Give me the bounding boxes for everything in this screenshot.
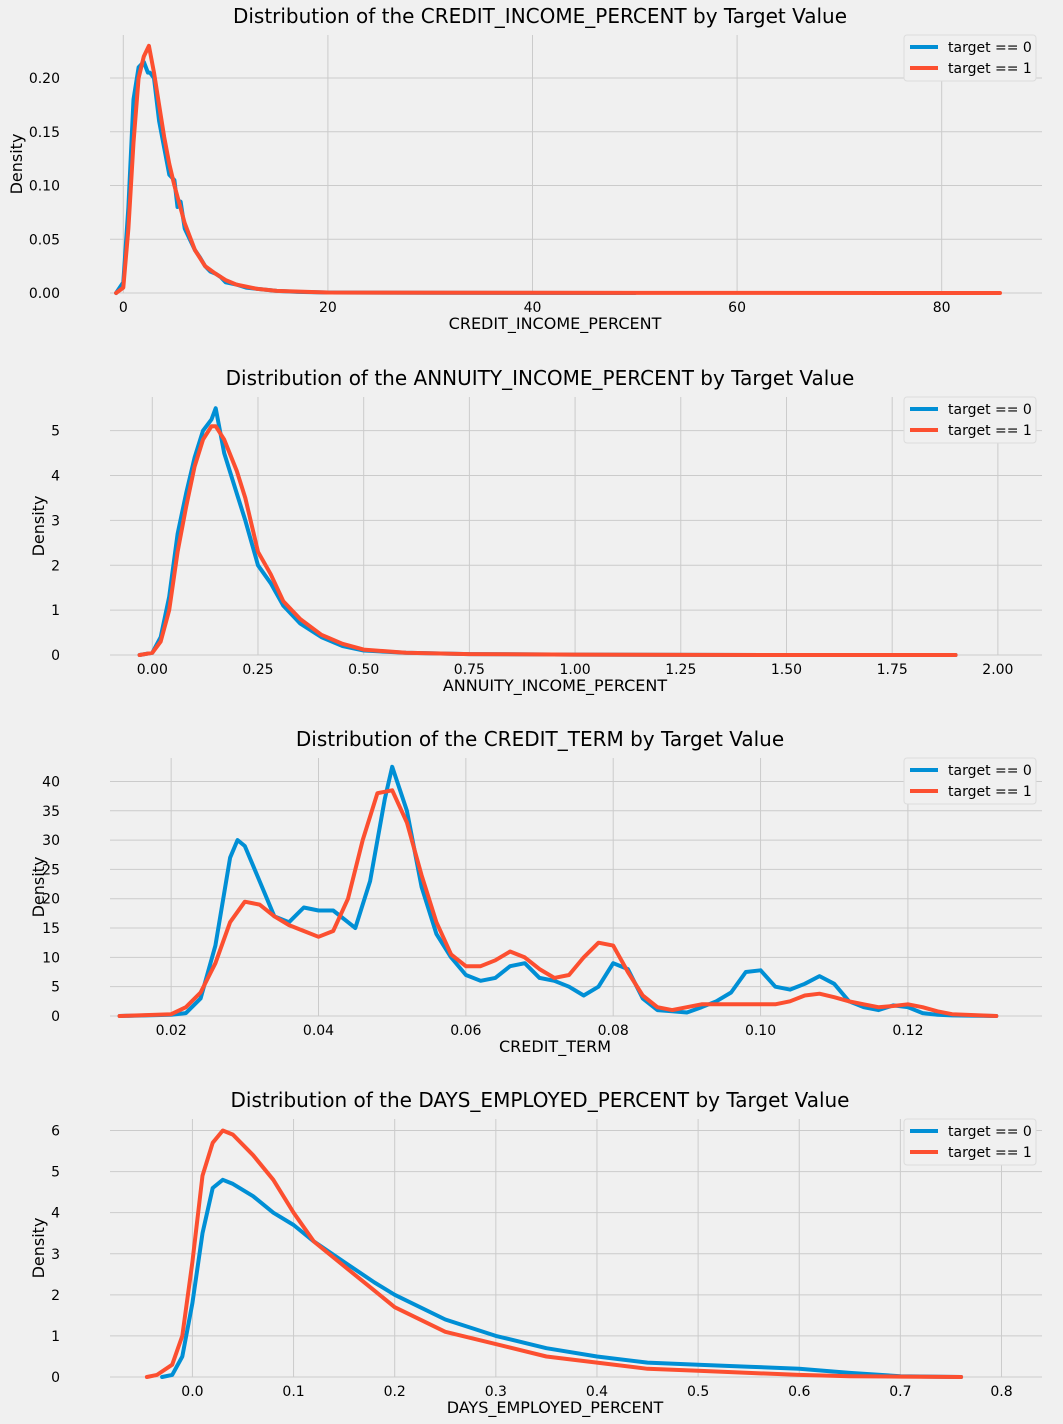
series-line-target-1 bbox=[144, 1128, 964, 1379]
x-tick-label: 0.06 bbox=[450, 1023, 481, 1039]
y-axis-label: Density bbox=[29, 857, 48, 918]
y-tick-label: 10 bbox=[42, 950, 60, 966]
y-tick-label: 0.10 bbox=[29, 179, 60, 195]
x-tick-label: 0.0 bbox=[181, 1384, 203, 1400]
legend-label-target-1: target == 1 bbox=[948, 61, 1032, 77]
chart-panel-2: 0.00 0.25 0.50 0.75 1.00 1.25 1.50 1.75 2.00 0 1 2 3… bbox=[29, 366, 1042, 696]
y-tick-label: 0.00 bbox=[29, 286, 60, 302]
chart-title: Distribution of the CREDIT_INCOME_PERCEN… bbox=[233, 4, 847, 28]
x-tick-label: 0.6 bbox=[788, 1384, 810, 1400]
y-tick-label: 0.05 bbox=[29, 232, 60, 248]
x-axis-label: CREDIT_INCOME_PERCENT bbox=[449, 314, 662, 334]
y-tick-label: 1 bbox=[51, 1329, 60, 1345]
y-tick-label: 0 bbox=[51, 1370, 60, 1386]
x-tick-label: 1.25 bbox=[665, 662, 696, 678]
y-tick-label: 5 bbox=[51, 1165, 60, 1181]
x-tick-label: 20 bbox=[319, 300, 337, 316]
y-tick-label: 2 bbox=[51, 1288, 60, 1304]
chart-title: Distribution of the DAYS_EMPLOYED_PERCEN… bbox=[230, 1088, 849, 1112]
x-tick-label: 1.50 bbox=[771, 662, 802, 678]
series-line-target-1 bbox=[117, 788, 999, 1018]
x-tick-label: 0.08 bbox=[598, 1023, 629, 1039]
chart-panel-4: 0.0 0.1 0.2 0.3 0.4 0.5 0.6 0.7 0.8 0 1 2 3 4 5 6 Distri… bbox=[29, 1088, 1042, 1418]
series-line-target-1 bbox=[114, 43, 1002, 295]
x-tick-label: 0.25 bbox=[242, 662, 273, 678]
y-tick-label: 30 bbox=[42, 833, 60, 849]
y-tick-label: 0 bbox=[51, 1009, 60, 1025]
chart-panel-3: 0.02 0.04 0.06 0.08 0.10 0.12 0 5 10 15 20 25 30 35 40… bbox=[29, 727, 1042, 1057]
x-tick-label: 0.2 bbox=[384, 1384, 406, 1400]
y-tick-label: 2 bbox=[51, 558, 60, 574]
x-tick-label: 80 bbox=[933, 300, 951, 316]
x-tick-label: 0.75 bbox=[454, 662, 485, 678]
y-tick-label: 25 bbox=[42, 862, 60, 878]
x-tick-label: 0.1 bbox=[282, 1384, 304, 1400]
y-tick-label: 0 bbox=[51, 648, 60, 664]
legend: target == 0 target == 1 bbox=[903, 1118, 1037, 1166]
x-tick-label: 0.7 bbox=[889, 1384, 911, 1400]
x-tick-label: 0.5 bbox=[687, 1384, 709, 1400]
y-tick-label: 5 bbox=[51, 980, 60, 996]
legend-label-target-0: target == 0 bbox=[948, 763, 1032, 779]
chart-title: Distribution of the CREDIT_TERM by Targe… bbox=[296, 727, 784, 751]
y-axis-label: Density bbox=[7, 134, 26, 195]
x-tick-label: 1.75 bbox=[877, 662, 908, 678]
y-tick-label: 3 bbox=[51, 1247, 60, 1263]
y-axis-label: Density bbox=[29, 496, 48, 557]
x-axis-label: DAYS_EMPLOYED_PERCENT bbox=[447, 1398, 664, 1418]
y-tick-label: 15 bbox=[42, 921, 60, 937]
legend-label-target-1: target == 1 bbox=[948, 784, 1032, 800]
x-tick-label: 0.12 bbox=[892, 1023, 923, 1039]
x-tick-label: 40 bbox=[524, 300, 542, 316]
y-tick-label: 40 bbox=[42, 774, 60, 790]
chart-title: Distribution of the ANNUITY_INCOME_PERCE… bbox=[226, 366, 855, 390]
series-line-target-1 bbox=[137, 424, 958, 657]
y-axis-label: Density bbox=[29, 1218, 48, 1279]
x-tick-label: 0.02 bbox=[156, 1023, 187, 1039]
y-tick-label: 1 bbox=[51, 603, 60, 619]
y-tick-label: 35 bbox=[42, 804, 60, 820]
chart-panel-1: 0 20 40 60 80 0.00 0.05 0.10 0.15 0.20 Distributio… bbox=[7, 4, 1042, 334]
legend-label-target-0: target == 0 bbox=[948, 402, 1032, 418]
y-tick-label: 4 bbox=[51, 1206, 60, 1222]
x-tick-label: 0.00 bbox=[137, 662, 168, 678]
x-tick-label: 2.00 bbox=[982, 662, 1013, 678]
x-tick-label: 0.8 bbox=[990, 1384, 1012, 1400]
x-tick-label: 1.00 bbox=[559, 662, 590, 678]
x-tick-label: 0.50 bbox=[348, 662, 379, 678]
legend-label-target-0: target == 0 bbox=[948, 1124, 1032, 1140]
y-tick-label: 0.15 bbox=[29, 125, 60, 141]
x-axis-label: CREDIT_TERM bbox=[499, 1037, 611, 1057]
legend: target == 0 target == 1 bbox=[903, 757, 1037, 805]
y-tick-label: 20 bbox=[42, 892, 60, 908]
legend-label-target-1: target == 1 bbox=[948, 423, 1032, 439]
series-line-target-0 bbox=[160, 1177, 964, 1379]
x-tick-label: 60 bbox=[728, 300, 746, 316]
x-tick-label: 0.4 bbox=[586, 1384, 608, 1400]
legend-label-target-0: target == 0 bbox=[948, 40, 1032, 56]
x-tick-label: 0.04 bbox=[303, 1023, 334, 1039]
x-tick-label: 0.10 bbox=[745, 1023, 776, 1039]
x-axis-label: ANNUITY_INCOME_PERCENT bbox=[443, 676, 668, 696]
x-tick-label: 0.3 bbox=[485, 1384, 507, 1400]
y-tick-label: 0.20 bbox=[29, 71, 60, 87]
legend: target == 0 target == 1 bbox=[903, 34, 1037, 82]
y-tick-label: 3 bbox=[51, 513, 60, 529]
y-tick-label: 5 bbox=[51, 424, 60, 440]
y-tick-label: 4 bbox=[51, 469, 60, 485]
legend-label-target-1: target == 1 bbox=[948, 1145, 1032, 1161]
panels: 0 20 40 60 800.000.050.100.150.20Distributio… bbox=[7, 4, 1042, 1418]
y-tick-label: 6 bbox=[51, 1124, 60, 1140]
x-tick-label: 0 bbox=[119, 300, 128, 316]
legend: target == 0 target == 1 bbox=[903, 396, 1037, 444]
